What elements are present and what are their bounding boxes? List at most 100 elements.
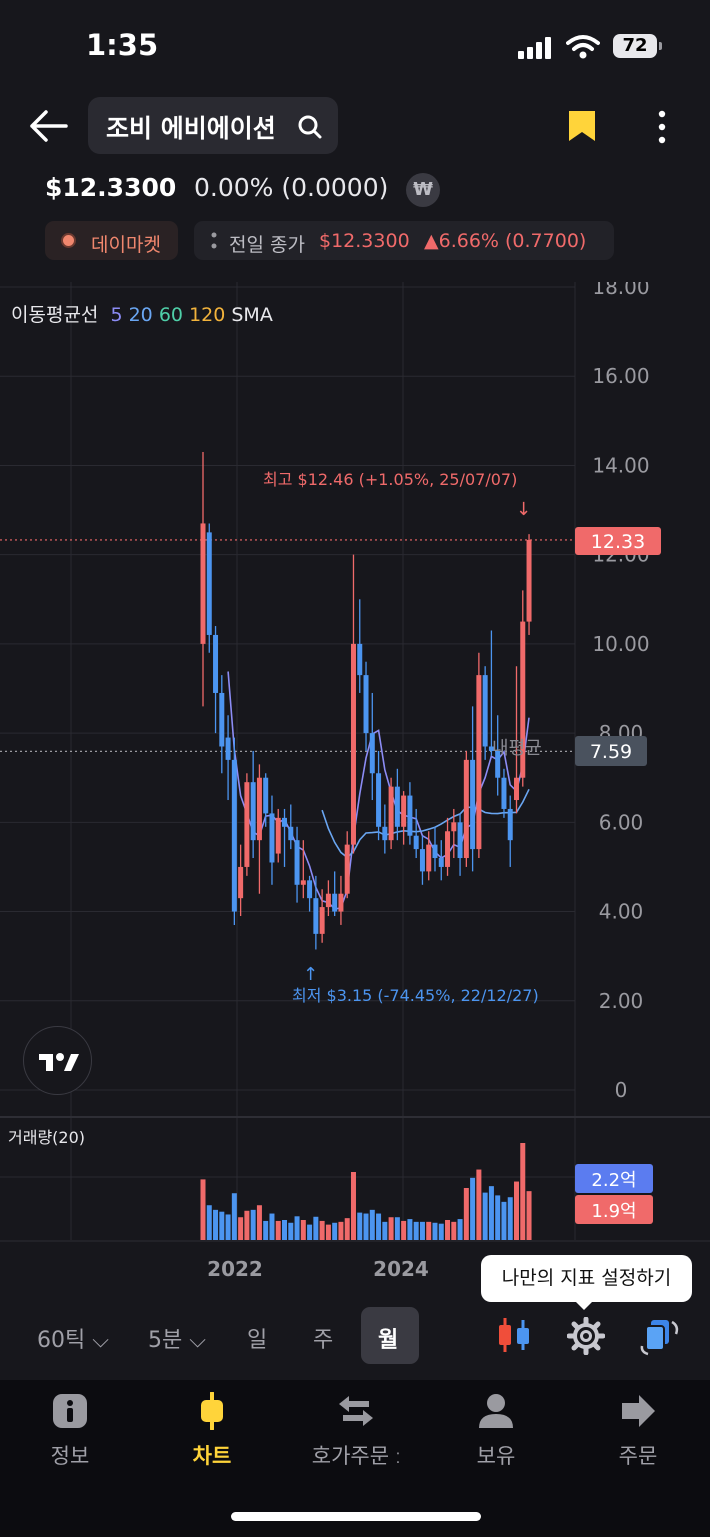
volume-bar bbox=[438, 1223, 444, 1240]
candle-body bbox=[300, 880, 306, 885]
volume-bar bbox=[401, 1220, 407, 1240]
candle-body bbox=[332, 893, 338, 912]
stock-name[interactable]: 조비 에비에이션 bbox=[106, 114, 276, 143]
volume-bar bbox=[501, 1201, 507, 1240]
candle bbox=[520, 590, 526, 787]
high-arrow-icon: ↓ bbox=[516, 499, 531, 520]
ma-period-5: 5 bbox=[110, 304, 123, 326]
timeframe-week[interactable]: 주 bbox=[313, 1328, 334, 1353]
chevron-down-icon: ⌵ bbox=[92, 1328, 109, 1353]
volume-bar bbox=[507, 1197, 513, 1240]
candle bbox=[514, 666, 519, 814]
volume-bar bbox=[526, 1191, 532, 1240]
ma-period-20: 20 bbox=[128, 304, 153, 326]
candle-body bbox=[376, 773, 382, 827]
candle bbox=[350, 554, 356, 854]
candle-body bbox=[238, 866, 244, 899]
ma-period-120: 120 bbox=[189, 304, 226, 326]
candle bbox=[319, 889, 325, 943]
price-change: 0.00% (0.0000) bbox=[194, 173, 389, 202]
status-time: 1:35 bbox=[86, 28, 159, 62]
currency-toggle-icon[interactable]: ₩ bbox=[406, 173, 440, 207]
y-tick-label: 10.00 bbox=[592, 632, 649, 656]
avg-price-text: 내평균 bbox=[492, 738, 542, 759]
back-arrow-icon[interactable] bbox=[26, 108, 70, 144]
candle-body bbox=[369, 733, 375, 774]
search-icon[interactable] bbox=[297, 114, 323, 140]
candle-body bbox=[206, 532, 212, 635]
volume-bar bbox=[445, 1220, 451, 1240]
compare-switch-icon[interactable] bbox=[639, 1316, 681, 1356]
volume-bar bbox=[482, 1192, 488, 1240]
candle-body bbox=[526, 539, 532, 622]
volume-bar bbox=[432, 1222, 438, 1240]
candle-body bbox=[275, 817, 281, 854]
stock-search-box[interactable] bbox=[88, 97, 338, 154]
volume-bar bbox=[206, 1205, 212, 1240]
timeframe-month[interactable]: 월 bbox=[378, 1328, 399, 1353]
timeframe-minute[interactable]: 5분 ⌵ bbox=[148, 1328, 206, 1353]
candle-body bbox=[382, 826, 388, 841]
candle bbox=[438, 840, 444, 881]
candle-body bbox=[250, 782, 256, 841]
price-chart[interactable]: 18.0016.0014.0012.0010.008.006.004.002.0… bbox=[0, 282, 710, 1292]
candle-body bbox=[219, 692, 225, 747]
candle bbox=[338, 875, 344, 925]
nav-holdings[interactable]: 보유 bbox=[446, 1392, 546, 1470]
low-arrow-icon: ↑ bbox=[303, 964, 318, 985]
candle-body bbox=[263, 777, 269, 814]
bookmark-icon[interactable] bbox=[568, 110, 596, 142]
tradingview-logo[interactable] bbox=[23, 1026, 92, 1095]
candle bbox=[213, 626, 219, 734]
ma-period-60: 60 bbox=[158, 304, 184, 326]
tradingview-logo-icon bbox=[39, 1053, 79, 1071]
settings-gear-icon[interactable] bbox=[567, 1317, 605, 1355]
candle bbox=[263, 773, 269, 827]
market-status-dot bbox=[61, 233, 76, 248]
more-vertical-icon[interactable] bbox=[652, 110, 672, 144]
candle bbox=[501, 768, 507, 818]
timeframe-tick[interactable]: 60틱 ⌵ bbox=[37, 1328, 109, 1353]
indicator-tooltip[interactable]: 나만의 지표 설정하기 bbox=[481, 1255, 692, 1302]
avg-price-label-bg bbox=[575, 736, 647, 766]
market-label: 데이마켓 bbox=[91, 234, 161, 256]
nav-order[interactable]: 주문 bbox=[588, 1392, 688, 1470]
volume-bar bbox=[426, 1221, 432, 1240]
candle bbox=[432, 826, 438, 872]
volume-up-label: 2.2억 bbox=[591, 1170, 636, 1191]
candle bbox=[507, 795, 513, 867]
volume-bar bbox=[363, 1213, 369, 1240]
candle-body bbox=[413, 835, 419, 850]
candle-body bbox=[294, 840, 300, 885]
timeframe-day[interactable]: 일 bbox=[247, 1328, 268, 1353]
volume-bar bbox=[476, 1169, 482, 1240]
volume-bar bbox=[313, 1216, 319, 1240]
ma-legend[interactable]: 이동평균선 5 20 60 120 SMA bbox=[11, 300, 273, 327]
candle bbox=[313, 875, 319, 950]
volume-legend[interactable]: 거래량(20) bbox=[8, 1128, 86, 1147]
volume-bar bbox=[269, 1213, 275, 1240]
candle-type-icon[interactable] bbox=[496, 1316, 532, 1354]
candle-body bbox=[407, 795, 413, 836]
nav-info[interactable]: 정보 bbox=[20, 1392, 120, 1470]
volume-bar bbox=[407, 1219, 413, 1240]
volume-bar bbox=[350, 1172, 356, 1240]
volume-bar bbox=[344, 1218, 350, 1240]
nav-chart[interactable]: 차트 bbox=[162, 1391, 262, 1470]
nav-holdings-label: 보유 bbox=[476, 1444, 516, 1468]
volume-bar bbox=[263, 1220, 269, 1240]
volume-label-bg bbox=[575, 1195, 653, 1224]
volume-bar bbox=[382, 1221, 388, 1240]
candle-body bbox=[231, 759, 237, 912]
chevron-down-icon: ⌵ bbox=[189, 1328, 206, 1353]
volume-bar bbox=[307, 1224, 313, 1240]
candle bbox=[282, 808, 288, 867]
volume-bar bbox=[514, 1181, 519, 1240]
y-tick-label: 2.00 bbox=[599, 989, 644, 1013]
candle bbox=[407, 782, 413, 845]
volume-bar bbox=[451, 1221, 457, 1240]
nav-orderbook[interactable]: 호가주문 ⁚ bbox=[304, 1392, 408, 1470]
low-annotation: 최저 $3.15 (-74.45%, 22/12/27) bbox=[292, 986, 539, 1005]
tooltip-pointer bbox=[575, 1301, 593, 1310]
candle bbox=[275, 808, 281, 863]
